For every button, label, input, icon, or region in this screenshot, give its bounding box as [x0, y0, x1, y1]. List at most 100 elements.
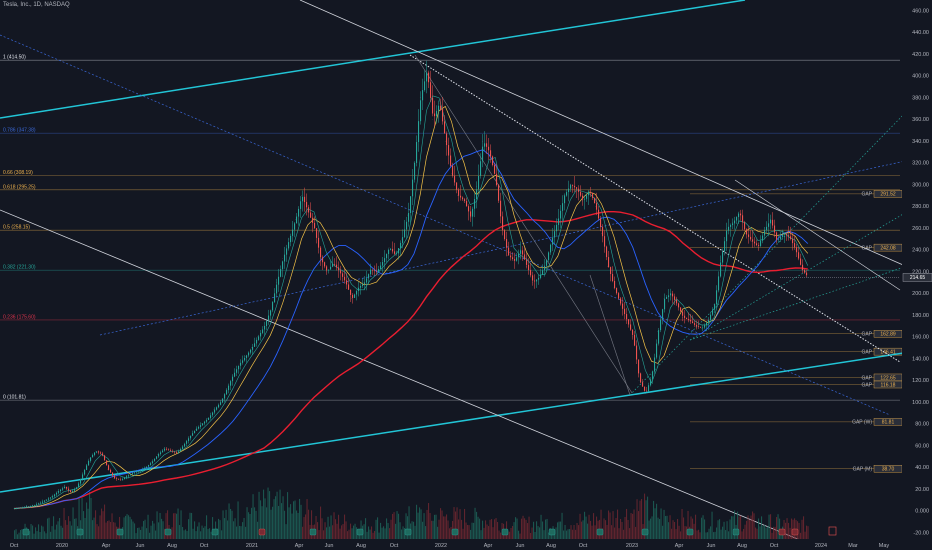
candle-body [558, 218, 560, 225]
volume-bar [234, 518, 236, 540]
candle-body [652, 371, 654, 380]
volume-bar [363, 524, 365, 540]
candle-body [782, 234, 784, 237]
candle-body [378, 269, 380, 272]
candle-body [192, 433, 194, 436]
volume-bar [407, 516, 409, 540]
volume-bar [627, 519, 629, 540]
volume-bar [203, 527, 205, 540]
candle-body [402, 237, 404, 243]
price-point-83 [532, 282, 534, 283]
volume-bar [740, 515, 742, 540]
candle-body [574, 185, 576, 188]
fib-label-4: 0.5 (258.15) [3, 225, 30, 231]
candle-body [778, 239, 780, 240]
candle-body [170, 450, 172, 451]
volume-bar [198, 522, 200, 540]
candle-body [664, 298, 666, 310]
volume-bar [557, 522, 559, 540]
volume-bar [116, 526, 118, 540]
volume-bar [305, 514, 307, 540]
volume-bar [458, 519, 460, 540]
volume-bar [450, 526, 452, 540]
volume-bar [500, 532, 502, 540]
earnings-marker [548, 528, 556, 536]
candle-body [114, 475, 116, 479]
price-point-47 [307, 211, 309, 213]
candle-body [24, 506, 26, 508]
volume-bar [257, 521, 259, 540]
volume-bar [672, 520, 674, 540]
candle-body [672, 293, 674, 297]
volume-bar [321, 518, 323, 540]
volume-bar [284, 510, 286, 540]
price-point-120 [763, 230, 765, 231]
volume-bar [180, 510, 182, 540]
y-tick-label: 280.00 [912, 204, 929, 210]
candle-body [706, 322, 708, 326]
candle-body [258, 336, 260, 340]
volume-bar [353, 525, 355, 540]
candle-body [430, 82, 432, 98]
earnings-marker [451, 528, 459, 536]
candle-body [376, 270, 378, 272]
volume-bar [504, 532, 506, 540]
blue-dashed-line [0, 34, 891, 416]
x-tick-label: Oct [200, 543, 209, 549]
price-point-24 [163, 448, 165, 450]
candle-body [54, 494, 56, 497]
candle-body [520, 250, 522, 254]
candle-body [628, 319, 630, 325]
volume-bar [677, 519, 679, 540]
candle-body [212, 412, 214, 416]
price-axis[interactable]: 460.00 440.00 420.00 400.00 380.00 360.00 340.… [780, 0, 932, 550]
candle-body [408, 213, 410, 222]
candle-body [630, 324, 632, 330]
volume-bar [131, 519, 133, 540]
volume-bar [237, 501, 239, 540]
y-tick-label: 260.00 [912, 226, 929, 232]
candle-body [318, 237, 320, 248]
volume-bar [593, 513, 595, 540]
volume-bar [299, 498, 301, 540]
volume-bar [573, 524, 575, 540]
time-axis[interactable]: Oct 2020 Apr Jun Aug Oct 2021 Apr Jun Aug Oct 2022 A… [0, 539, 932, 550]
volume-bar [239, 525, 241, 540]
candle-body [392, 248, 394, 252]
candle-body [506, 239, 508, 248]
volume-bar [507, 531, 509, 540]
volume-bar [197, 526, 199, 540]
volume-bar [720, 529, 722, 540]
price-point-86 [551, 238, 552, 240]
volume-bar [426, 509, 428, 540]
candle-body [710, 314, 712, 320]
candle-body [754, 241, 756, 244]
candle-body [256, 339, 258, 344]
candle-body [562, 203, 564, 211]
candle-body [416, 142, 418, 163]
volume-bar [285, 524, 287, 540]
volume-bar [110, 521, 112, 540]
candle-body [58, 491, 60, 493]
volume-bar [269, 491, 271, 540]
candle-body [610, 267, 612, 275]
volume-bar [87, 508, 89, 540]
current-price-label: 214.65 [910, 275, 926, 281]
volume-bar [323, 530, 325, 540]
volume-bar [15, 529, 17, 540]
volume-bar [191, 512, 193, 540]
volume-bar [485, 520, 487, 540]
x-tick-label: 2023 [626, 543, 638, 549]
volume-bar [510, 527, 512, 540]
volume-bar [648, 520, 650, 540]
candle-body [184, 443, 186, 447]
volume-bar [195, 531, 197, 540]
candle-body [776, 232, 778, 240]
candle-body [436, 110, 438, 117]
volume-bar [387, 523, 389, 540]
volume-bar [744, 524, 746, 540]
candle-body [794, 243, 796, 248]
volume-bar [737, 511, 739, 540]
volume-bar [134, 523, 136, 540]
